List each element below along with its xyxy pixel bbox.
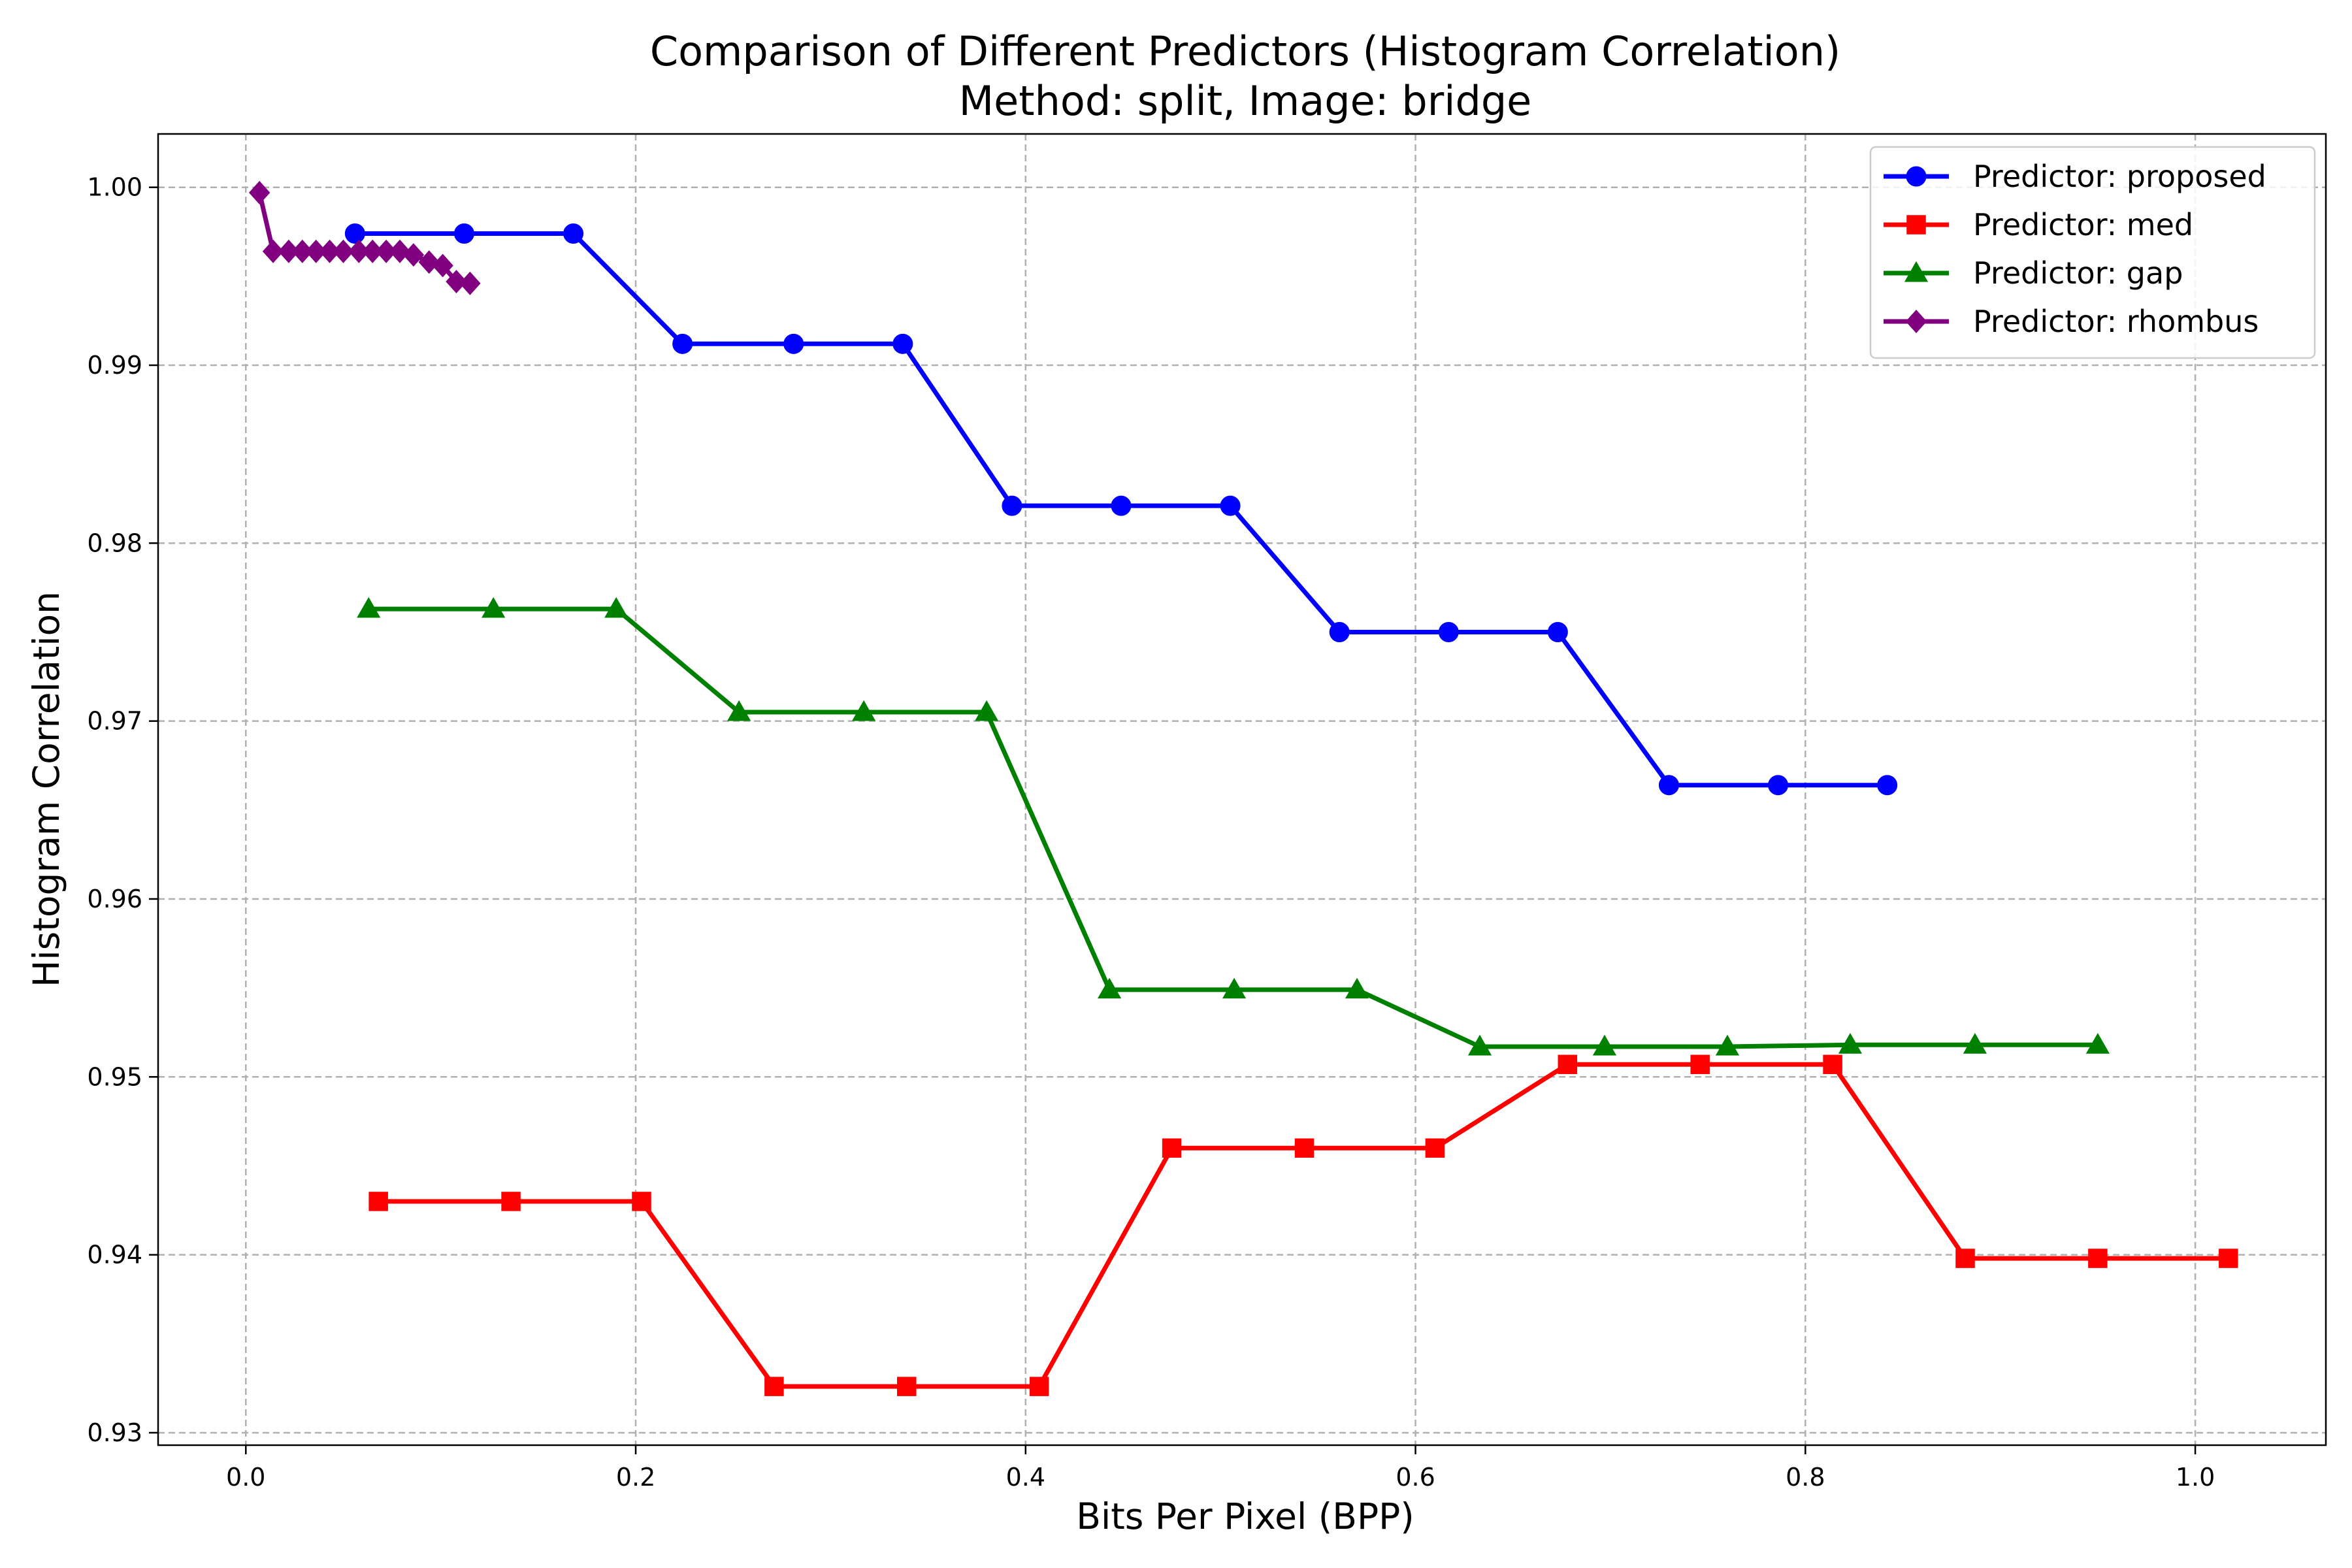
data-point <box>672 333 693 354</box>
series-triangle <box>357 596 2110 1056</box>
data-point <box>1658 775 1679 796</box>
data-point <box>1222 977 1247 999</box>
legend-label: Predictor: rhombus <box>1973 304 2259 339</box>
data-point <box>727 700 751 721</box>
grid-lines <box>158 134 2326 1445</box>
data-point <box>975 700 999 721</box>
data-point <box>344 223 365 244</box>
legend-box <box>1869 146 2316 359</box>
data-point <box>1220 495 1241 516</box>
y-tick-label: 0.99 <box>87 351 142 380</box>
data-point <box>783 333 804 354</box>
data-point <box>892 333 913 354</box>
data-point <box>1162 1138 1182 1158</box>
data-point <box>501 1192 521 1211</box>
series-diamond <box>248 180 481 295</box>
data-point <box>563 223 584 244</box>
y-tick-label: 0.94 <box>87 1241 142 1269</box>
data-point <box>1955 1249 1975 1268</box>
chart-title: Comparison of Different Predictors (Hist… <box>650 27 1840 75</box>
data-point <box>604 596 629 618</box>
data-point <box>248 180 270 204</box>
y-tick-label: 0.98 <box>87 529 142 557</box>
data-point <box>357 596 381 618</box>
x-tick-label: 0.2 <box>616 1463 655 1492</box>
data-point <box>333 239 354 263</box>
data-point <box>1294 1138 1315 1158</box>
data-point <box>1877 775 1898 796</box>
legend-marker <box>1904 261 1929 282</box>
data-point <box>1823 1054 1842 1074</box>
data-point <box>1592 1034 1617 1056</box>
data-point <box>368 1192 388 1211</box>
legend: Predictor: proposed Predictor: med Predict… <box>1869 146 2316 359</box>
data-point <box>897 1377 917 1396</box>
data-point <box>1329 621 1350 642</box>
legend-item: Predictor: med <box>1884 207 2193 242</box>
data-point <box>632 1192 651 1211</box>
data-point <box>764 1377 784 1396</box>
series-square <box>368 1054 2238 1396</box>
legend-item: Predictor: rhombus <box>1884 304 2259 339</box>
data-point <box>1029 1377 1049 1396</box>
data-point <box>262 239 284 263</box>
data-point <box>2219 1249 2238 1268</box>
legend-marker <box>1905 310 1927 333</box>
data-point <box>1097 977 1122 999</box>
data-point <box>852 700 876 721</box>
series-circle <box>344 223 1898 796</box>
x-tick-label: 0.4 <box>1006 1463 1045 1492</box>
data-point <box>432 253 453 278</box>
series-layer <box>248 180 2238 1396</box>
chart-subtitle: Method: split, Image: bridge <box>959 77 1532 125</box>
data-point <box>1467 1034 1492 1056</box>
legend-label: Predictor: gap <box>1973 255 2183 291</box>
data-point <box>1111 495 1132 516</box>
data-point <box>482 596 506 618</box>
legend-marker <box>1906 166 1927 187</box>
data-point <box>402 243 425 267</box>
x-axis-label: Bits Per Pixel (BPP) <box>1076 1495 1414 1537</box>
data-point <box>1963 1033 1987 1054</box>
data-point <box>1768 775 1789 796</box>
legend-label: Predictor: med <box>1973 207 2193 242</box>
y-tick-label: 1.00 <box>87 173 142 202</box>
y-tick-label: 0.96 <box>87 885 142 913</box>
x-tick-label: 0.0 <box>226 1463 265 1492</box>
x-tick-label: 0.6 <box>1396 1463 1435 1492</box>
legend-item: Predictor: gap <box>1884 255 2183 291</box>
plot-frame <box>157 133 2327 1446</box>
data-point <box>1002 495 1022 516</box>
data-point <box>1438 621 1459 642</box>
y-tick-label: 0.95 <box>87 1062 142 1091</box>
legend-item: Predictor: proposed <box>1884 159 2266 194</box>
x-tick-label: 1.0 <box>2176 1463 2215 1492</box>
data-point <box>1838 1033 1863 1054</box>
legend-label: Predictor: proposed <box>1973 159 2266 194</box>
data-point <box>1345 977 1369 999</box>
y-axis-label: Histogram Correlation <box>25 591 67 987</box>
y-tick-label: 0.97 <box>87 707 142 736</box>
data-point <box>446 270 467 294</box>
data-point <box>1715 1034 1740 1056</box>
axis-ticks: 0.0 0.2 0.4 0.6 0.8 1.0 0.93 0.94 0.95 0.96 0.97 0.… <box>87 173 2215 1492</box>
data-point <box>1690 1054 1710 1074</box>
legend-marker <box>1906 215 1926 235</box>
data-point <box>2085 1033 2110 1054</box>
data-point <box>459 271 481 295</box>
data-point <box>1547 621 1568 642</box>
data-point <box>1425 1138 1445 1158</box>
y-tick-label: 0.93 <box>87 1418 142 1447</box>
data-point <box>2088 1249 2108 1268</box>
x-tick-label: 0.8 <box>1786 1463 1825 1492</box>
data-point <box>1558 1054 1578 1074</box>
data-point <box>453 223 474 244</box>
